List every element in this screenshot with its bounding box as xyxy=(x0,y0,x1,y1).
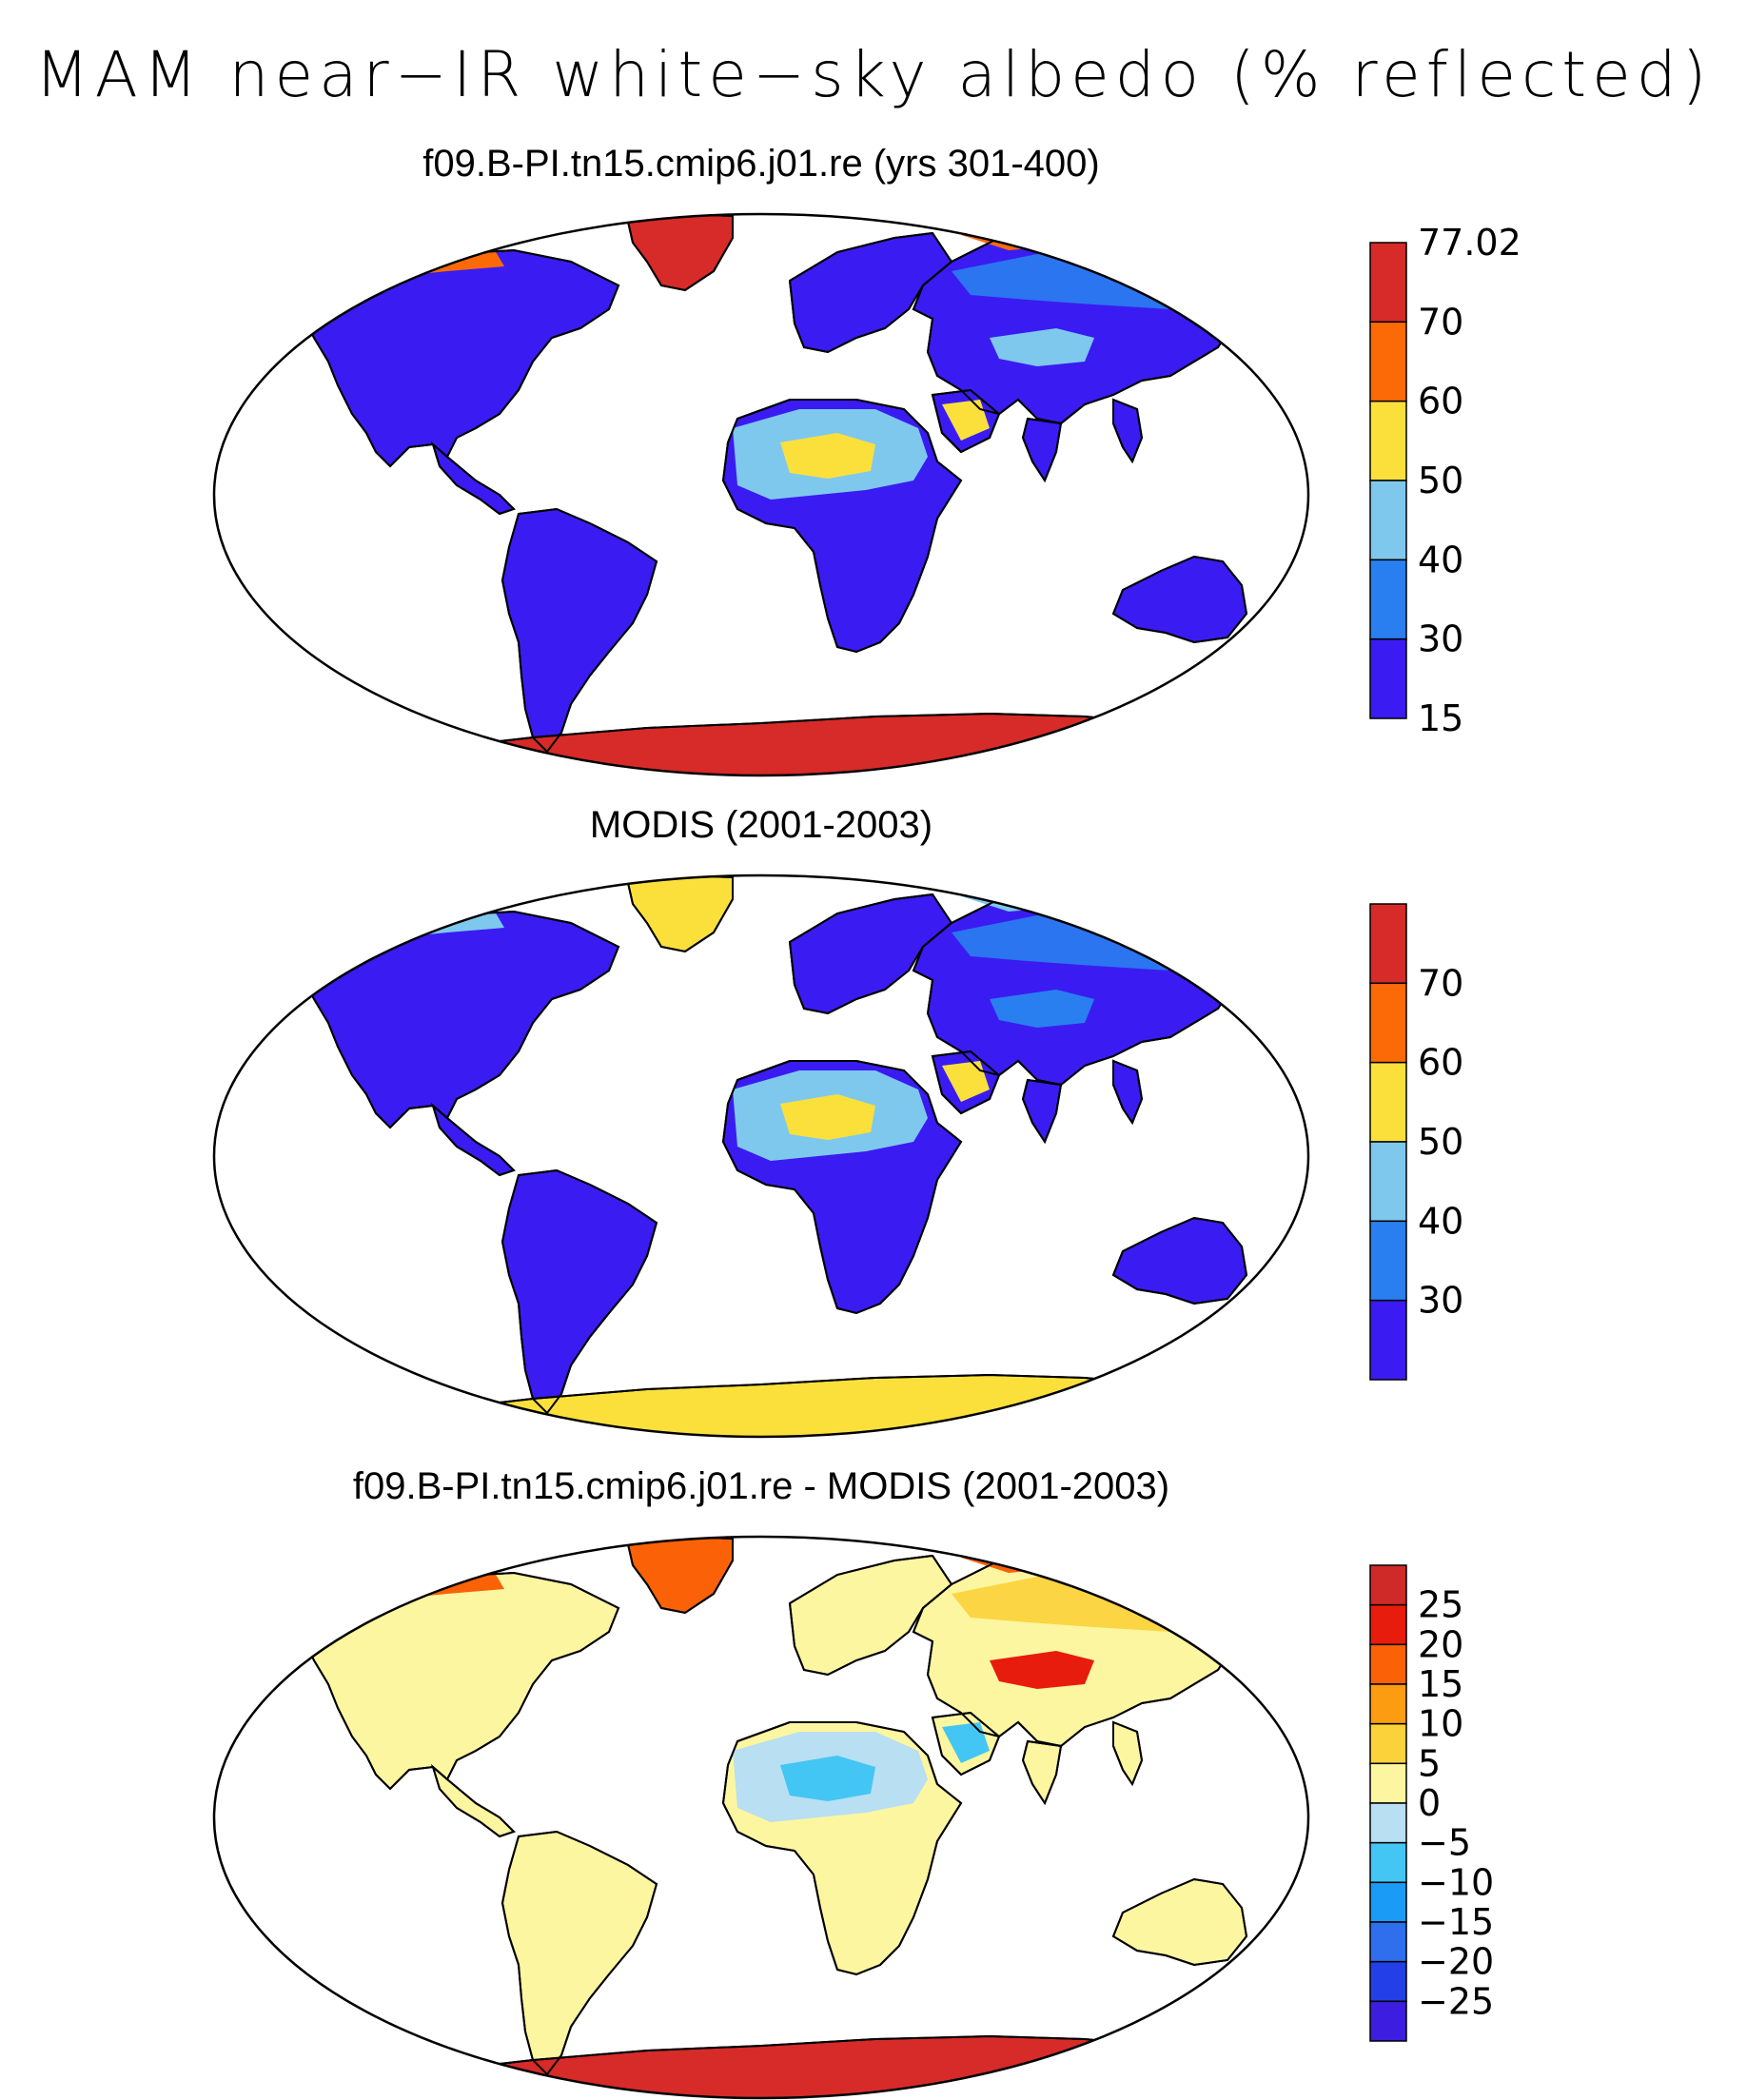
colorbar-segment xyxy=(1369,982,1407,1064)
colorbar-label: 30 xyxy=(1418,1280,1463,1322)
colorbar-label: 40 xyxy=(1418,539,1463,580)
colorbar-label: 0 xyxy=(1418,1782,1441,1824)
colorbar-label: 50 xyxy=(1418,1121,1463,1163)
map-fill xyxy=(214,1537,1308,2098)
colorbar-segment xyxy=(1369,400,1407,481)
map-boundary xyxy=(212,873,1310,1439)
colorbar-segment xyxy=(1369,1841,1407,1884)
colorbar-label: 70 xyxy=(1418,301,1463,343)
map-fill xyxy=(214,214,1308,775)
arabia-region xyxy=(942,400,990,441)
colorbar-label: −20 xyxy=(1418,1941,1494,1983)
colorbar-segment xyxy=(1369,2000,1407,2042)
colorbar-segment xyxy=(1369,1881,1407,1923)
tibet-region xyxy=(990,990,1094,1028)
arabia-region xyxy=(942,1722,990,1763)
sahara-core-region xyxy=(780,1756,875,1801)
colorbar-segment xyxy=(1369,1722,1407,1765)
colorbar-label: 50 xyxy=(1418,460,1463,501)
colorbar-segment xyxy=(1369,1141,1407,1223)
colorbar-label: 25 xyxy=(1418,1584,1463,1626)
colorbar-segment xyxy=(1369,242,1407,324)
colorbar-label: −10 xyxy=(1418,1861,1494,1903)
map-boundary xyxy=(212,212,1310,777)
colorbar-label: 60 xyxy=(1418,1042,1463,1084)
arctic-coast-region xyxy=(961,1544,1275,1573)
tibet-region xyxy=(990,328,1094,366)
colorbar-segment xyxy=(1369,1643,1407,1685)
sahara-core-region xyxy=(780,433,875,479)
colorbar-segment xyxy=(1369,1960,1407,2003)
colorbar-segment xyxy=(1369,1564,1407,1606)
colorbar: 77.02 70 60 50 40 30 15 xyxy=(1369,222,1521,739)
colorbar-segment xyxy=(1369,559,1407,640)
colorbar: 70 60 50 40 30 xyxy=(1369,903,1463,1381)
colorbar-segment xyxy=(1369,480,1407,561)
panel-title-modis: MODIS (2001-2003) xyxy=(589,804,933,846)
panel-title-model: f09.B-PI.tn15.cmip6.j01.re (yrs 301-400) xyxy=(422,143,1100,185)
map-fill xyxy=(214,875,1308,1437)
map-boundary xyxy=(212,1535,1310,2100)
arctic-coast-region xyxy=(961,222,1275,250)
colorbar-segment xyxy=(1369,1762,1407,1804)
colorbar-segment xyxy=(1369,1061,1407,1143)
map-panel-modis: 70 60 50 40 30 xyxy=(212,873,1463,1439)
colorbar-segment xyxy=(1369,1683,1407,1725)
figure-title: MAM near−IR white−sky albedo (% reflecte… xyxy=(34,38,1713,111)
colorbar-segment xyxy=(1369,321,1407,402)
arabia-region xyxy=(942,1061,990,1102)
colorbar-label: 20 xyxy=(1418,1623,1463,1665)
colorbar-segment xyxy=(1369,638,1407,719)
colorbar-segment xyxy=(1369,1220,1407,1302)
sahara-core-region xyxy=(780,1094,875,1140)
colorbar-segment xyxy=(1369,1603,1407,1646)
colorbar-label: 77.02 xyxy=(1418,222,1521,264)
colorbar-label: 60 xyxy=(1418,381,1463,422)
colorbar-label: −15 xyxy=(1418,1901,1494,1943)
colorbar-label: −5 xyxy=(1418,1822,1471,1864)
colorbar-label: 30 xyxy=(1418,618,1463,660)
colorbar-segment xyxy=(1369,1921,1407,1963)
arctic-coast-region xyxy=(961,883,1275,912)
tibet-region xyxy=(990,1651,1094,1689)
colorbar-segment xyxy=(1369,903,1407,985)
colorbar-label: 15 xyxy=(1418,697,1463,739)
map-panel-model: 77.02 70 60 50 40 30 15 xyxy=(212,212,1521,777)
colorbar-label: 5 xyxy=(1418,1742,1441,1784)
colorbar-label: 70 xyxy=(1418,962,1463,1004)
panel-title-difference: f09.B-PI.tn15.cmip6.j01.re - MODIS (2001… xyxy=(352,1465,1170,1507)
colorbar-label: −25 xyxy=(1418,1980,1494,2022)
colorbar-label: 15 xyxy=(1418,1663,1463,1705)
colorbar-label: 40 xyxy=(1418,1200,1463,1242)
colorbar-label: 10 xyxy=(1418,1703,1463,1745)
colorbar-segment xyxy=(1369,1802,1407,1844)
colorbar-segment xyxy=(1369,1299,1407,1381)
